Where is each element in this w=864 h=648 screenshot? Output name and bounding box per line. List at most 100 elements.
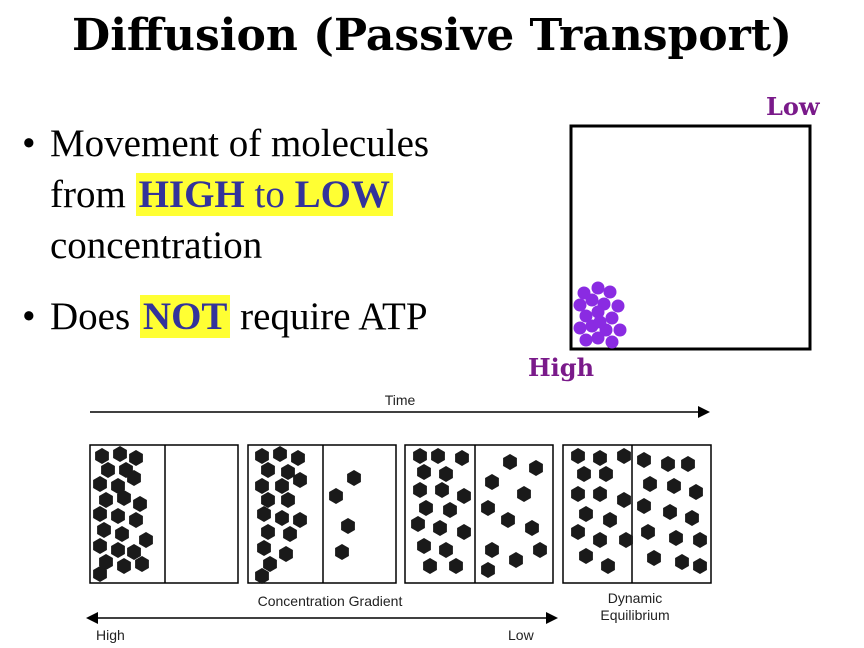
hexagon-molecule [693,532,707,548]
hexagon-molecule [637,452,651,468]
hexagon-molecule [273,446,287,462]
hexagon-molecule [503,454,517,470]
hexagon-molecule [433,520,447,536]
hexagon-molecule [439,542,453,558]
hexagon-molecule [423,558,437,574]
hexagon-molecule [525,520,539,536]
hexagon-molecule [693,558,707,574]
from-text: from [50,173,126,216]
bullet-marker: • [22,295,36,338]
hexagon-molecule [135,556,149,572]
purple-particle [603,285,617,299]
stage-box-2 [247,444,397,584]
hexagon-molecule [603,512,617,528]
hexagon-molecule [599,466,613,482]
purple-particle [593,315,607,329]
purple-particle [591,305,605,319]
hexagon-molecule [127,544,141,560]
hexagon-molecule [293,472,307,488]
hexagon-molecule [675,554,689,570]
hexagon-molecule [419,500,433,516]
hexagon-molecule [485,474,499,490]
gradient-high-label: High [96,627,125,643]
hexagon-molecule [255,478,269,494]
hexagon-molecule [111,542,125,558]
purple-particle [591,281,605,295]
box-low-label: Low [766,92,820,121]
hexagon-molecule [435,482,449,498]
hexagon-molecule [577,466,591,482]
hexagon-molecule [571,524,585,540]
hexagon-molecule [95,448,109,464]
hexagon-molecule [263,556,277,572]
hexagon-molecule [579,548,593,564]
hexagon-molecule [93,506,107,522]
hexagon-molecule [255,448,269,464]
purple-particle [585,293,599,307]
bullet-line-2: from HIGH to LOW [50,169,542,220]
bullet-line-1: Movement of molecules [50,122,430,165]
hexagon-molecule [255,568,269,584]
hexagon-molecule [439,466,453,482]
hexagon-molecules [93,446,707,584]
hexagon-molecule [501,512,515,528]
hexagon-molecule [517,486,531,502]
time-arrow-head [698,406,710,418]
hexagon-molecule [275,478,289,494]
hexagon-molecule [93,566,107,582]
hexagon-molecule [431,448,445,464]
hexagon-molecule [593,532,607,548]
hexagon-molecule [293,512,307,528]
require-atp-text: require ATP [240,295,428,338]
hexagon-molecule [449,558,463,574]
hexagon-molecule [443,502,457,518]
hexagon-molecule [129,512,143,528]
bullet-list: • Movement of molecules from HIGH to LOW… [22,118,542,362]
bullet-marker: • [22,122,36,165]
hexagon-molecule [111,508,125,524]
low-text: LOW [294,173,390,216]
hexagon-molecule [571,486,585,502]
high-text: HIGH [138,173,245,216]
hexagon-molecule [99,554,113,570]
hexagon-molecule [593,450,607,466]
hexagon-molecule [637,498,651,514]
bullet-line-3: concentration [50,224,263,267]
hexagon-molecule [593,486,607,502]
hexagon-molecule [281,464,295,480]
hexagon-molecule [115,526,129,542]
hexagon-molecule [129,450,143,466]
stage-box-1 [89,444,239,584]
purple-particle [605,335,619,349]
purple-particle [591,331,605,345]
hexagon-molecule [647,550,661,566]
hexagon-molecule [685,510,699,526]
hexagon-molecule [93,476,107,492]
hexagon-molecule [261,462,275,478]
hexagon-molecule [117,490,131,506]
hexagon-molecule [275,510,289,526]
hexagon-molecule [335,544,349,560]
not-highlight: NOT [139,295,231,338]
hexagon-molecule [413,448,427,464]
diffusion-box [569,124,812,351]
hexagon-molecule [101,462,115,478]
purple-particle [611,299,625,313]
gradient-arrow-left-head [86,612,98,624]
hexagon-molecule [617,448,631,464]
hexagon-molecule [485,542,499,558]
high-highlight: HIGH to LOW [135,173,393,216]
equilibrium-line-1: Dynamic [607,590,663,606]
stage-box-4 [562,444,712,584]
stage-box-3 [404,444,554,584]
hexagon-molecule [413,482,427,498]
hexagon-molecule [347,470,361,486]
hexagon-molecule [93,538,107,554]
purple-particle [573,321,587,335]
hexagon-molecule [689,484,703,500]
hexagon-molecule [261,524,275,540]
bullet-atp: • Does NOT require ATP [22,291,542,342]
hexagon-molecule [97,522,111,538]
hexagon-molecule [133,496,147,512]
